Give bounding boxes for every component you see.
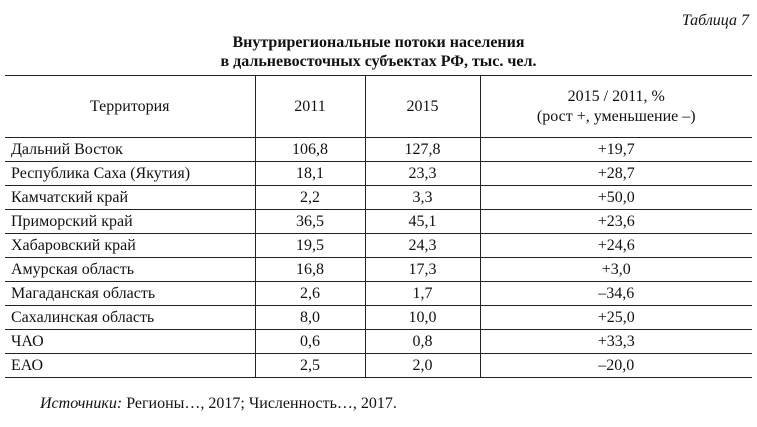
table-row: Магаданская область 2,6 1,7 –34,6	[5, 281, 752, 306]
table-row: ЕАО 2,5 2,0 –20,0	[5, 353, 752, 378]
table-body: Дальний Восток 106,8 127,8 +19,7 Республика …	[5, 137, 752, 378]
table-row: Дальний Восток 106,8 127,8 +19,7	[5, 137, 752, 162]
header-row: Территория 2011 2015 2015 / 2011, % (рос…	[5, 75, 752, 138]
table-cell: +24,6	[479, 233, 752, 258]
table-cell: 36,5	[254, 209, 366, 234]
source-label: Источники:	[40, 395, 123, 412]
table-cell: 127,8	[364, 137, 481, 162]
source-text: Регионы…, 2017; Численность…, 2017.	[126, 395, 397, 412]
table-cell: Камчатский край	[5, 185, 256, 210]
table-cell: +33,3	[479, 329, 752, 354]
table-cell: Сахалинская область	[5, 305, 256, 330]
table-cell: Амурская область	[5, 257, 256, 282]
header-line: (рост +, уменьшение –)	[536, 107, 696, 125]
table-cell: 2,2	[254, 185, 366, 210]
table-cell: ЧАО	[5, 329, 256, 354]
header-cell: 2011	[254, 75, 366, 138]
table-cell: ЕАО	[5, 353, 256, 378]
table-cell: –20,0	[479, 353, 752, 378]
table-cell: 0,6	[254, 329, 366, 354]
table-cell: 45,1	[364, 209, 481, 234]
header-cell: 2015 / 2011, % (рост +, уменьшение –)	[479, 75, 752, 138]
table-cell: 10,0	[364, 305, 481, 330]
table-cell: Магаданская область	[5, 281, 256, 306]
table-cell: Приморский край	[5, 209, 256, 234]
table-cell: 23,3	[364, 161, 481, 186]
table-cell: 18,1	[254, 161, 366, 186]
table-cell: 2,5	[254, 353, 366, 378]
table-cell: +25,0	[479, 305, 752, 330]
table-label: Таблица 7	[681, 12, 749, 29]
table-cell: Дальний Восток	[5, 137, 256, 162]
table-cell: 17,3	[364, 257, 481, 282]
title-line: Внутрирегиональные потоки населения	[232, 34, 525, 51]
table-row: Хабаровский край 19,5 24,3 +24,6	[5, 233, 752, 258]
header-line: 2015 / 2011, %	[567, 87, 665, 105]
table-cell: 3,3	[364, 185, 481, 210]
table-cell: +3,0	[479, 257, 752, 282]
table-cell: –34,6	[479, 281, 752, 306]
table-cell: 0,8	[364, 329, 481, 354]
table-cell: 19,5	[254, 233, 366, 258]
table: Территория 2011 2015 2015 / 2011, % (рос…	[5, 75, 752, 378]
table-cell: +28,7	[479, 161, 752, 186]
table-cell: 8,0	[254, 305, 366, 330]
title-line: в дальневосточных субъектах РФ, тыс. чел…	[220, 53, 537, 70]
table-row: Сахалинская область 8,0 10,0 +25,0	[5, 305, 752, 330]
table-cell: +19,7	[479, 137, 752, 162]
table-cell: 24,3	[364, 233, 481, 258]
table-row: Амурская область 16,8 17,3 +3,0	[5, 257, 752, 282]
table-cell: 16,8	[254, 257, 366, 282]
table-row: ЧАО 0,6 0,8 +33,3	[5, 329, 752, 354]
table-row: Камчатский край 2,2 3,3 +50,0	[5, 185, 752, 210]
table-row: Приморский край 36,5 45,1 +23,6	[5, 209, 752, 234]
table-cell: 1,7	[364, 281, 481, 306]
table-cell: 106,8	[254, 137, 366, 162]
table-cell: Республика Саха (Якутия)	[5, 161, 256, 186]
table-cell: +23,6	[479, 209, 752, 234]
table-cell: +50,0	[479, 185, 752, 210]
header-cell: Территория	[5, 75, 256, 138]
header-cell: 2015	[364, 75, 481, 138]
table-cell: 2,0	[364, 353, 481, 378]
source: Источники: Регионы…, 2017; Численность…,…	[40, 395, 397, 413]
table-row: Республика Саха (Якутия) 18,1 23,3 +28,7	[5, 161, 752, 186]
table-cell: Хабаровский край	[5, 233, 256, 258]
table-cell: 2,6	[254, 281, 366, 306]
